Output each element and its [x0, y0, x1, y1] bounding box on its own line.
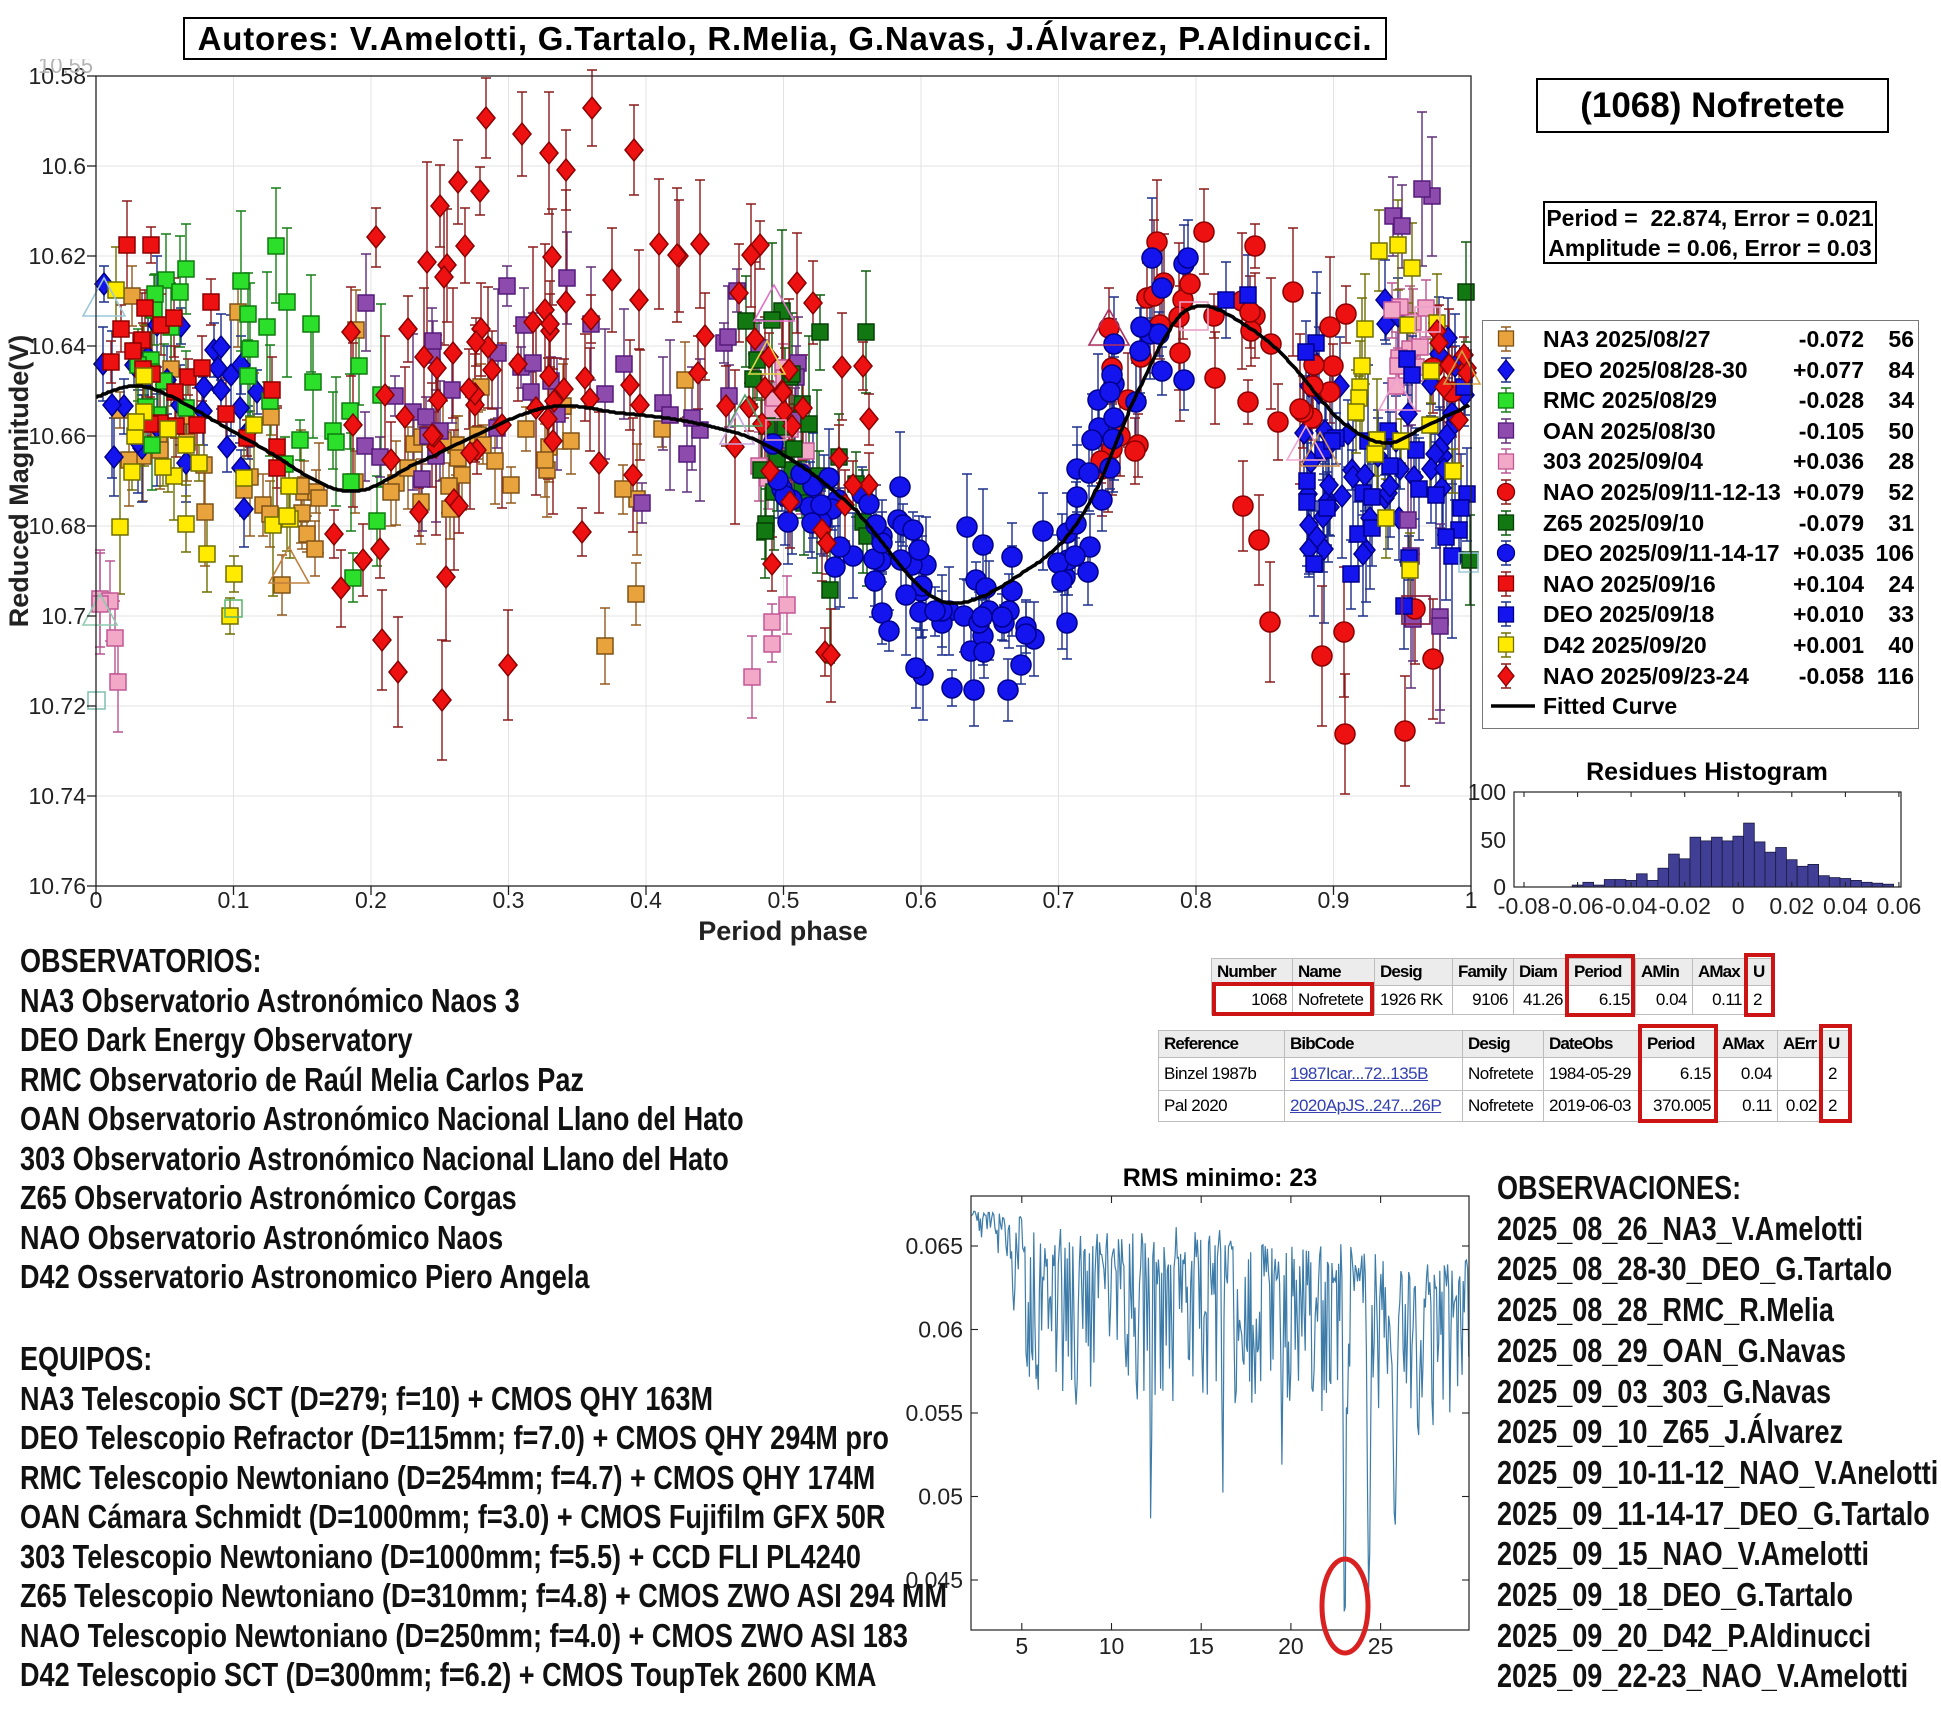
svg-text:10.72: 10.72: [28, 693, 86, 719]
svg-text:-0.072: -0.072: [1799, 326, 1864, 352]
svg-text:10.68: 10.68: [28, 513, 86, 539]
svg-text:34: 34: [1888, 387, 1914, 413]
svg-text:50: 50: [1888, 418, 1914, 444]
svg-text:0.2: 0.2: [355, 887, 387, 913]
svg-text:0.02: 0.02: [1769, 893, 1814, 919]
svg-text:-0.02: -0.02: [1658, 893, 1710, 919]
svg-text:0.045: 0.045: [905, 1567, 963, 1593]
svg-text:0.05: 0.05: [918, 1484, 963, 1510]
svg-text:0: 0: [90, 887, 103, 913]
svg-text:NAO 2025/09/23-24: NAO 2025/09/23-24: [1543, 663, 1749, 689]
svg-text:Residues Histogram: Residues Histogram: [1586, 758, 1828, 786]
svg-text:RMS minimo: 23: RMS minimo: 23: [1123, 1164, 1317, 1192]
svg-text:50: 50: [1480, 827, 1506, 853]
svg-text:0.06: 0.06: [1877, 893, 1922, 919]
svg-text:28: 28: [1888, 448, 1914, 474]
svg-text:D42 2025/09/20: D42 2025/09/20: [1543, 632, 1707, 658]
svg-text:0.3: 0.3: [493, 887, 525, 913]
svg-text:0.6: 0.6: [905, 887, 937, 913]
svg-text:10.6: 10.6: [41, 153, 86, 179]
svg-text:Z65 2025/09/10: Z65 2025/09/10: [1543, 510, 1704, 536]
svg-text:+0.001: +0.001: [1793, 632, 1864, 658]
svg-text:0.8: 0.8: [1180, 887, 1212, 913]
svg-text:-0.06: -0.06: [1551, 893, 1603, 919]
svg-text:1: 1: [1465, 887, 1478, 913]
svg-text:10: 10: [1099, 1633, 1125, 1659]
svg-text:0.055: 0.055: [905, 1400, 963, 1426]
svg-text:-0.04: -0.04: [1605, 893, 1658, 919]
svg-text:0.065: 0.065: [905, 1233, 963, 1259]
svg-text:0.06: 0.06: [918, 1317, 963, 1343]
svg-text:+0.077: +0.077: [1793, 357, 1864, 383]
svg-text:+0.036: +0.036: [1793, 448, 1864, 474]
svg-text:40: 40: [1888, 632, 1914, 658]
svg-text:0.5: 0.5: [768, 887, 800, 913]
svg-text:31: 31: [1888, 510, 1914, 536]
svg-text:NAO 2025/09/16: NAO 2025/09/16: [1543, 571, 1716, 597]
svg-text:DEO 2025/08/28-30: DEO 2025/08/28-30: [1543, 357, 1748, 383]
svg-text:+0.079: +0.079: [1793, 479, 1864, 505]
svg-text:15: 15: [1188, 1633, 1214, 1659]
svg-text:NAO 2025/09/11-12-13: NAO 2025/09/11-12-13: [1543, 479, 1781, 505]
svg-text:10.7: 10.7: [41, 603, 86, 629]
svg-text:10.64: 10.64: [28, 333, 86, 359]
svg-text:106: 106: [1876, 540, 1914, 566]
svg-text:25: 25: [1368, 1633, 1394, 1659]
svg-text:-0.08: -0.08: [1498, 893, 1550, 919]
svg-text:-0.105: -0.105: [1799, 418, 1864, 444]
svg-text:0: 0: [1732, 893, 1745, 919]
svg-text:116: 116: [1877, 663, 1914, 689]
svg-text:-0.028: -0.028: [1799, 387, 1864, 413]
svg-text:10.66: 10.66: [28, 423, 86, 449]
svg-text:100: 100: [1468, 779, 1506, 805]
svg-text:0: 0: [1493, 874, 1506, 900]
svg-text:0.9: 0.9: [1318, 887, 1350, 913]
svg-text:10.58: 10.58: [28, 63, 86, 89]
svg-text:10.74: 10.74: [28, 783, 86, 809]
svg-text:33: 33: [1888, 601, 1914, 627]
svg-text:+0.104: +0.104: [1793, 571, 1864, 597]
svg-text:Period phase: Period phase: [698, 916, 868, 946]
svg-text:56: 56: [1888, 326, 1914, 352]
svg-text:303 2025/09/04: 303 2025/09/04: [1543, 448, 1703, 474]
svg-text:10.76: 10.76: [28, 873, 86, 899]
svg-text:10.62: 10.62: [28, 243, 86, 269]
svg-text:0.04: 0.04: [1823, 893, 1868, 919]
svg-text:-0.079: -0.079: [1799, 510, 1864, 536]
svg-text:RMC 2025/08/29: RMC 2025/08/29: [1543, 387, 1717, 413]
svg-text:84: 84: [1888, 357, 1914, 383]
svg-text:DEO 2025/09/11-14-17: DEO 2025/09/11-14-17: [1543, 540, 1780, 566]
svg-text:NA3 2025/08/27: NA3 2025/08/27: [1543, 326, 1711, 352]
svg-text:0.7: 0.7: [1043, 887, 1075, 913]
svg-text:20: 20: [1278, 1633, 1304, 1659]
svg-text:Fitted Curve: Fitted Curve: [1543, 693, 1677, 719]
svg-text:0.1: 0.1: [218, 887, 250, 913]
svg-text:52: 52: [1888, 479, 1914, 505]
svg-text:0.4: 0.4: [630, 887, 662, 913]
svg-text:+0.035: +0.035: [1793, 540, 1864, 566]
svg-text:5: 5: [1015, 1633, 1028, 1659]
svg-text:Reduced Magnitude(V): Reduced Magnitude(V): [4, 335, 34, 628]
svg-text:DEO 2025/09/18: DEO 2025/09/18: [1543, 601, 1715, 627]
svg-text:+0.010: +0.010: [1793, 601, 1864, 627]
svg-text:24: 24: [1888, 571, 1914, 597]
svg-text:-0.058: -0.058: [1799, 663, 1864, 689]
svg-text:OAN 2025/08/30: OAN 2025/08/30: [1543, 418, 1716, 444]
